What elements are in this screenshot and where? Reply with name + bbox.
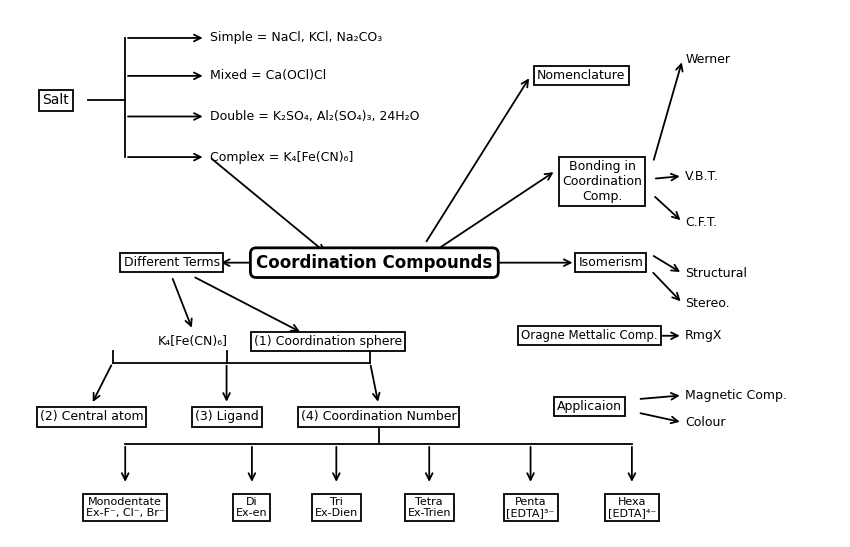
- Text: Coordination Compounds: Coordination Compounds: [256, 254, 492, 272]
- Text: Stereo.: Stereo.: [685, 297, 729, 310]
- Text: Simple = NaCl, KCl, Na₂CO₃: Simple = NaCl, KCl, Na₂CO₃: [210, 32, 382, 44]
- Text: (3) Ligand: (3) Ligand: [195, 410, 258, 423]
- Text: Isomerism: Isomerism: [578, 256, 643, 269]
- Text: Different Terms: Different Terms: [123, 256, 220, 269]
- Text: C.F.T.: C.F.T.: [685, 216, 717, 229]
- Text: Bonding in
Coordination
Comp.: Bonding in Coordination Comp.: [563, 160, 643, 203]
- Text: K₄[Fe(CN)₆]: K₄[Fe(CN)₆]: [158, 335, 228, 348]
- Text: Complex = K₄[Fe(CN)₆]: Complex = K₄[Fe(CN)₆]: [210, 150, 353, 164]
- Text: Tetra
Ex-Trien: Tetra Ex-Trien: [407, 497, 451, 518]
- Text: Applicaion: Applicaion: [557, 400, 622, 412]
- Text: Colour: Colour: [685, 416, 726, 429]
- Text: (4) Coordination Number: (4) Coordination Number: [301, 410, 456, 423]
- Text: Tri
Ex-Dien: Tri Ex-Dien: [314, 497, 358, 518]
- Text: (2) Central atom: (2) Central atom: [40, 410, 144, 423]
- Text: Nomenclature: Nomenclature: [537, 69, 626, 83]
- Text: Mixed = Ca(OCl)Cl: Mixed = Ca(OCl)Cl: [210, 69, 326, 83]
- Text: Penta
[EDTA]³⁻: Penta [EDTA]³⁻: [507, 497, 555, 518]
- Text: RmgX: RmgX: [685, 329, 722, 342]
- Text: Monodentate
Ex-F⁻, Cl⁻, Br⁻: Monodentate Ex-F⁻, Cl⁻, Br⁻: [86, 497, 165, 518]
- Text: Magnetic Comp.: Magnetic Comp.: [685, 389, 787, 402]
- Text: Structural: Structural: [685, 267, 747, 280]
- Text: (1) Coordination sphere: (1) Coordination sphere: [254, 335, 402, 348]
- Text: Oragne Mettalic Comp.: Oragne Mettalic Comp.: [521, 329, 658, 342]
- Text: Hexa
[EDTA]⁴⁻: Hexa [EDTA]⁴⁻: [608, 497, 656, 518]
- Text: Salt: Salt: [42, 93, 70, 107]
- Text: Double = K₂SO₄, Al₂(SO₄)₃, 24H₂O: Double = K₂SO₄, Al₂(SO₄)₃, 24H₂O: [210, 110, 419, 123]
- Text: Di
Ex-en: Di Ex-en: [236, 497, 268, 518]
- Text: Werner: Werner: [685, 53, 730, 66]
- Text: V.B.T.: V.B.T.: [685, 170, 719, 183]
